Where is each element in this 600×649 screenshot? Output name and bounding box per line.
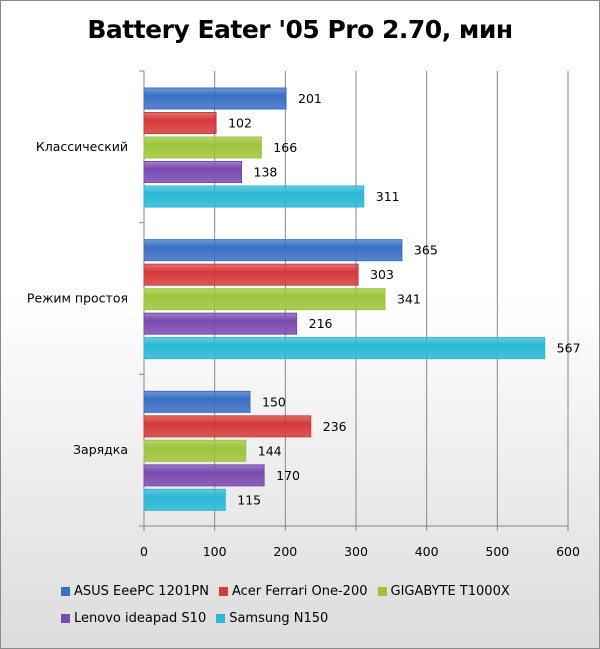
- legend-row: ASUS EeePC 1201PN Acer Ferrari One-200 GIG…: [61, 584, 561, 599]
- x-tick-label: 400: [415, 544, 439, 559]
- data-label: 166: [273, 140, 297, 155]
- data-label: 144: [258, 443, 282, 458]
- legend-item: GIGABYTE T1000X: [377, 584, 510, 599]
- data-label: 365: [414, 243, 438, 258]
- legend-swatch: [218, 587, 228, 596]
- bar: [143, 464, 265, 487]
- bar: [143, 312, 298, 335]
- bar: [143, 185, 365, 208]
- bar: [143, 415, 312, 438]
- legend-label: Samsung N150: [229, 611, 329, 626]
- legend-row: Lenovo ideapad S10 Samsung N150: [61, 611, 561, 626]
- data-label: 236: [323, 419, 347, 434]
- category-label: Зарядка: [73, 442, 128, 457]
- bar: [143, 263, 359, 286]
- data-label: 102: [228, 116, 252, 131]
- legend-swatch: [216, 614, 226, 623]
- data-label: 216: [309, 316, 333, 331]
- legend-item: Acer Ferrari One-200: [218, 584, 368, 599]
- legend-label: Lenovo ideapad S10: [74, 611, 207, 626]
- x-tick-label: 200: [273, 544, 297, 559]
- legend-label: ASUS EeePC 1201PN: [74, 584, 209, 599]
- bar: [143, 112, 217, 134]
- legend-swatch: [377, 587, 387, 596]
- legend-label: GIGABYTE T1000X: [390, 584, 510, 599]
- data-label: 138: [254, 165, 278, 180]
- legend-item: Lenovo ideapad S10: [61, 611, 206, 626]
- bar: [143, 161, 243, 183]
- data-label: 150: [262, 394, 286, 409]
- legend-item: ASUS EeePC 1201PN: [61, 584, 209, 599]
- bar: [143, 488, 226, 511]
- legend-label: Acer Ferrari One-200: [231, 584, 368, 599]
- data-label: 311: [376, 189, 400, 204]
- x-tick-label: 300: [344, 544, 368, 559]
- x-tick-label: 100: [203, 544, 227, 559]
- bar: [143, 239, 403, 262]
- bar: [143, 288, 386, 311]
- bar: [143, 390, 251, 413]
- x-tick-label: 500: [485, 544, 509, 559]
- bar: [143, 337, 546, 360]
- legend-item: Samsung N150: [216, 611, 328, 626]
- legend-swatch: [61, 614, 70, 623]
- legend-swatch: [61, 587, 70, 596]
- data-label: 303: [370, 267, 394, 282]
- data-label: 567: [557, 341, 581, 356]
- bar: [143, 439, 247, 462]
- x-tick-label: 0: [140, 544, 148, 559]
- x-tick-label: 600: [556, 544, 580, 559]
- data-label: 115: [237, 492, 261, 507]
- data-label: 341: [397, 292, 421, 307]
- chart-plot: 0 100 200 300 400 500 600 Классический 201 102 166…: [27, 70, 581, 559]
- category-label: Режим простоя: [27, 291, 128, 306]
- bar: [143, 87, 287, 110]
- legend: ASUS EeePC 1201PN Acer Ferrari One-200 GIG…: [61, 584, 561, 638]
- data-label: 201: [298, 91, 322, 106]
- data-label: 170: [276, 468, 300, 483]
- bar: [143, 136, 262, 159]
- category-label: Классический: [36, 139, 128, 154]
- chart-title: Battery Eater '05 Pro 2.70, мин: [87, 15, 513, 44]
